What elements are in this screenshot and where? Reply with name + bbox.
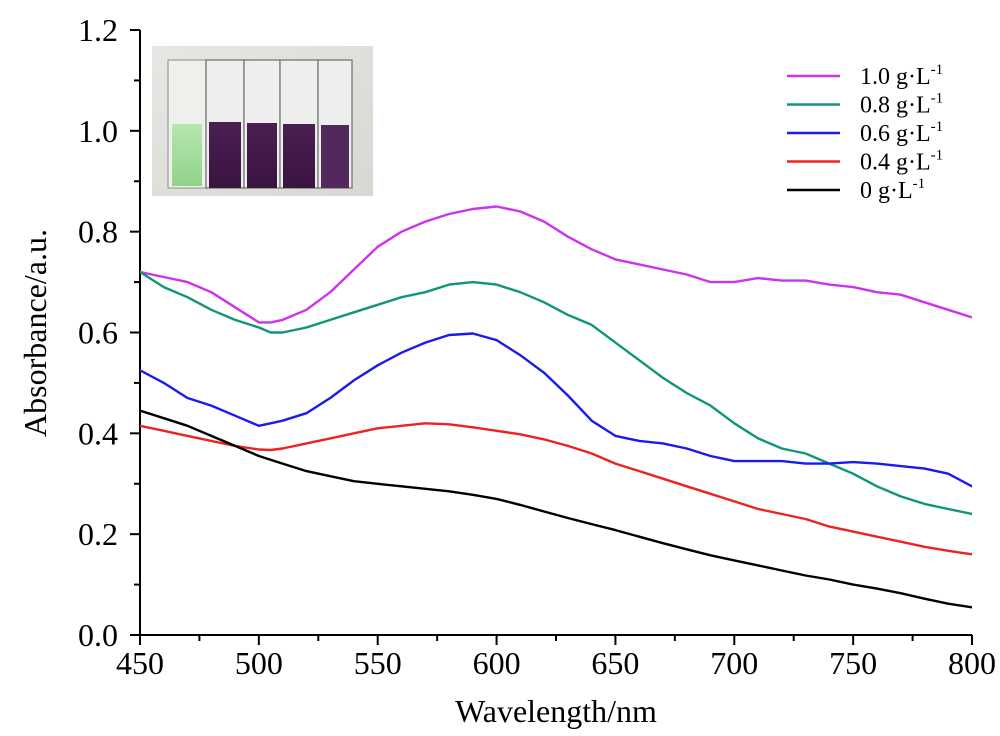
series-line-3 xyxy=(140,422,972,556)
legend-label-3: 0.4 g·L-1 xyxy=(860,148,943,176)
series-line-4 xyxy=(140,409,972,609)
legend-label-superscript: -1 xyxy=(931,119,944,135)
x-tick-label: 450 xyxy=(116,645,164,681)
x-tick-label: 750 xyxy=(829,645,877,681)
x-ticks: 450 500 550 600 650 700 750 800 xyxy=(116,635,996,681)
legend-label-text: 0.4 g·L xyxy=(860,150,931,176)
y-tick-label: 0.6 xyxy=(78,315,118,351)
legend-label-superscript: -1 xyxy=(931,91,944,107)
legend-label-4: 0 g·L-1 xyxy=(860,176,925,204)
series-group xyxy=(140,205,972,609)
legend-label-text: 0.8 g·L xyxy=(860,93,931,119)
x-axis-title: Wavelength/nm xyxy=(455,693,657,729)
y-ticks: 0.0 0.2 0.4 0.6 0.8 1.0 1.2 xyxy=(78,12,140,653)
legend-label-2: 0.6 g·L-1 xyxy=(860,119,943,147)
legend: 1.0 g·L-10.8 g·L-10.6 g·L-10.4 g·L-10 g·… xyxy=(787,62,943,204)
x-tick-label: 500 xyxy=(235,645,283,681)
legend-label-1: 0.8 g·L-1 xyxy=(860,91,943,119)
x-tick-label: 600 xyxy=(473,645,521,681)
legend-label-0: 1.0 g·L-1 xyxy=(860,62,943,90)
series-line-1 xyxy=(140,270,972,516)
x-tick-label: 650 xyxy=(591,645,639,681)
y-tick-label: 0.4 xyxy=(78,415,118,451)
series-line-0 xyxy=(140,205,972,324)
legend-label-superscript: -1 xyxy=(913,176,926,192)
legend-label-text: 0 g·L xyxy=(860,178,913,204)
legend-label-text: 1.0 g·L xyxy=(860,64,931,90)
y-tick-label: 1.2 xyxy=(78,12,118,48)
cuvette-purple-2 xyxy=(243,59,281,189)
x-tick-label: 800 xyxy=(948,645,996,681)
y-axis-title: Absorbance/a.u. xyxy=(17,229,53,437)
series-line-2 xyxy=(140,332,972,488)
cuvette-green xyxy=(167,59,207,189)
y-tick-label: 0.8 xyxy=(78,214,118,250)
y-tick-label: 0.2 xyxy=(78,516,118,552)
inset-photo-cuvettes xyxy=(152,46,373,196)
cuvette-purple-1 xyxy=(205,59,245,189)
legend-label-superscript: -1 xyxy=(931,62,944,78)
x-tick-label: 700 xyxy=(710,645,758,681)
y-tick-label: 0.0 xyxy=(78,617,118,653)
legend-label-text: 0.6 g·L xyxy=(860,121,931,147)
cuvette-purple-4 xyxy=(317,59,353,189)
axes: 450 500 550 600 650 700 750 800 0.0 0.2 0.4 0.6 0.8… xyxy=(78,12,996,681)
cuvette-purple-3 xyxy=(279,59,319,189)
legend-label-superscript: -1 xyxy=(931,148,944,164)
y-tick-label: 1.0 xyxy=(78,113,118,149)
x-tick-label: 550 xyxy=(354,645,402,681)
